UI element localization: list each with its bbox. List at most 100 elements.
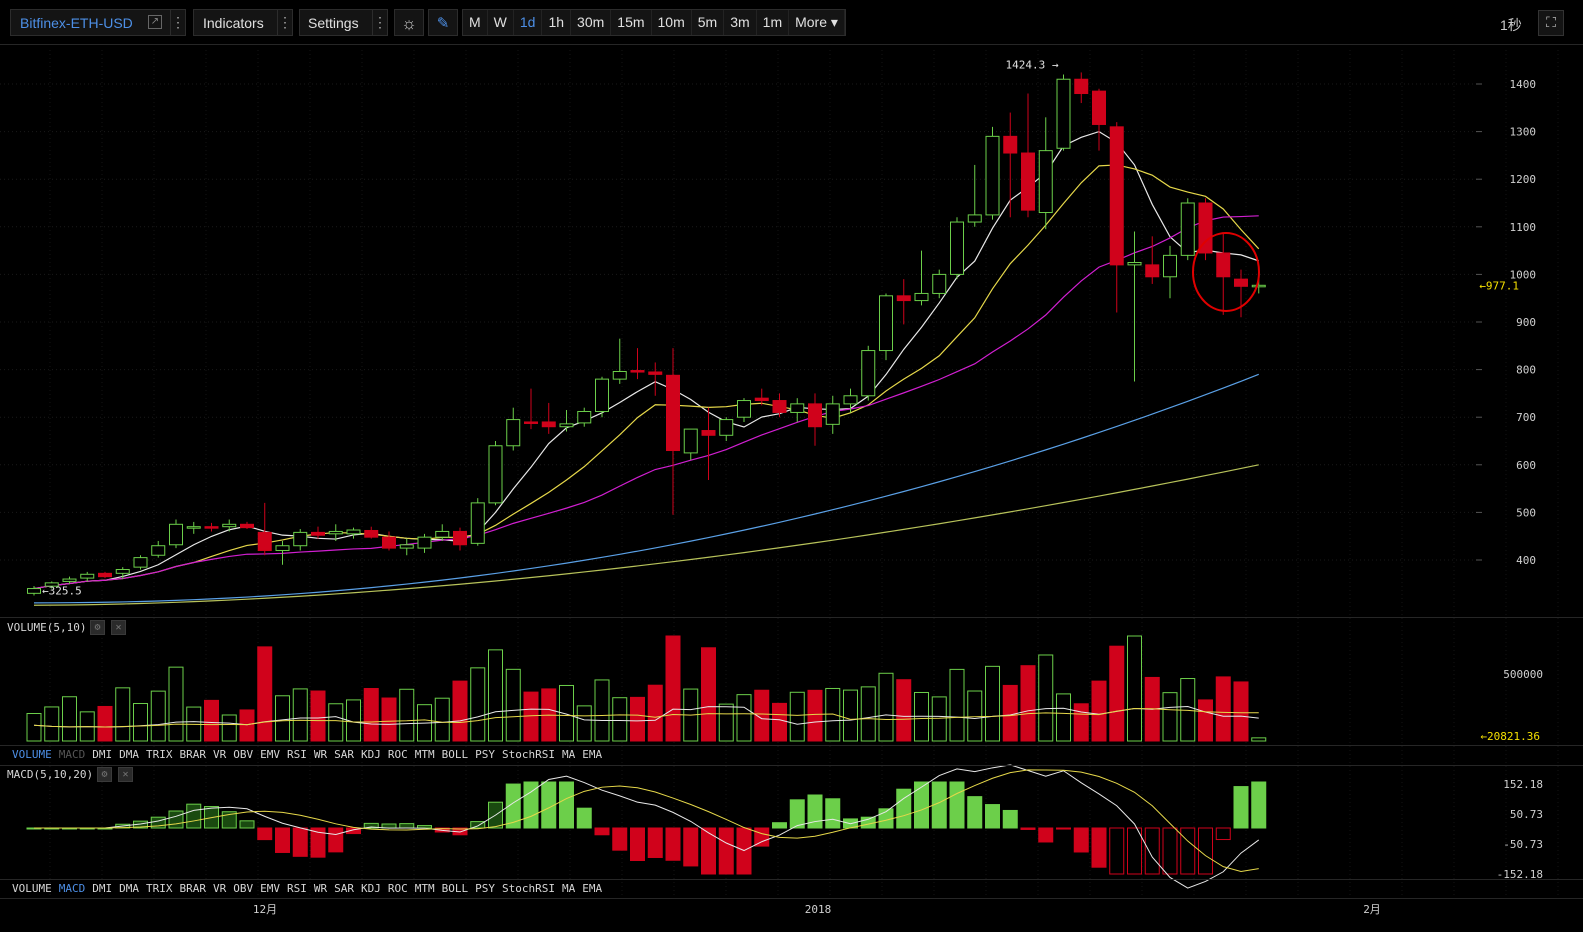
indicators-button[interactable]: Indicators ⋮ bbox=[193, 9, 293, 36]
tab-dmi[interactable]: DMI bbox=[92, 882, 113, 895]
period-m[interactable]: M bbox=[463, 10, 488, 35]
period-3m[interactable]: 3m bbox=[724, 10, 757, 35]
macd-bar bbox=[292, 827, 308, 857]
volume-bar bbox=[1091, 680, 1107, 742]
settings-button[interactable]: Settings ⋮ bbox=[299, 9, 388, 36]
tab-wr[interactable]: WR bbox=[313, 882, 328, 895]
tab-boll[interactable]: BOLL bbox=[441, 748, 469, 761]
symbol-menu-icon[interactable]: ⋮ bbox=[170, 10, 185, 35]
volume-close-icon[interactable]: ✕ bbox=[111, 620, 126, 635]
volume-bar bbox=[896, 679, 912, 742]
tab-ema[interactable]: EMA bbox=[582, 748, 603, 761]
tab-obv[interactable]: OBV bbox=[233, 748, 254, 761]
period-1d[interactable]: 1d bbox=[514, 10, 543, 35]
period-1h[interactable]: 1h bbox=[542, 10, 572, 35]
tab-psy[interactable]: PSY bbox=[475, 748, 495, 761]
draw-tool-button[interactable]: ✎ bbox=[428, 9, 458, 36]
tab-rsi[interactable]: RSI bbox=[287, 748, 307, 761]
tab-volume[interactable]: VOLUME bbox=[12, 748, 52, 761]
tab-kdj[interactable]: KDJ bbox=[361, 882, 381, 895]
tab-roc[interactable]: ROC bbox=[387, 748, 408, 761]
tab-roc[interactable]: ROC bbox=[387, 882, 408, 895]
tab-trix[interactable]: TRIX bbox=[146, 748, 173, 761]
tab-brar[interactable]: BRAR bbox=[179, 882, 207, 895]
tab-stochrsi[interactable]: StochRSI bbox=[502, 882, 555, 895]
macd-axis-label: 152.18 bbox=[1503, 778, 1543, 791]
tab-boll[interactable]: BOLL bbox=[441, 882, 469, 895]
tab-kdj[interactable]: KDJ bbox=[361, 748, 381, 761]
tab-sar[interactable]: SAR bbox=[334, 882, 354, 895]
indicators-menu-icon[interactable]: ⋮ bbox=[277, 10, 292, 35]
settings-menu-icon[interactable]: ⋮ bbox=[372, 10, 387, 35]
theme-toggle-button[interactable]: ☼ bbox=[394, 9, 424, 36]
tab-vr[interactable]: VR bbox=[213, 882, 227, 895]
tab-psy[interactable]: PSY bbox=[475, 882, 495, 895]
fullscreen-icon[interactable]: ⛶ bbox=[1538, 10, 1564, 36]
ma-line-ma20 bbox=[33, 215, 1259, 590]
volume-bar bbox=[221, 714, 237, 742]
volume-bar bbox=[754, 689, 770, 742]
macd-bar bbox=[1198, 827, 1213, 875]
period-30m[interactable]: 30m bbox=[571, 10, 612, 35]
period-more[interactable]: More ▾ bbox=[789, 10, 845, 35]
volume-bar bbox=[62, 696, 77, 742]
tab-volume[interactable]: VOLUME bbox=[12, 882, 52, 895]
tab-wr[interactable]: WR bbox=[313, 748, 328, 761]
popout-icon[interactable]: ↗ bbox=[148, 15, 162, 29]
tab-sar[interactable]: SAR bbox=[334, 748, 354, 761]
period-10m[interactable]: 10m bbox=[652, 10, 692, 35]
tab-trix[interactable]: TRIX bbox=[146, 882, 173, 895]
volume-bar bbox=[26, 713, 42, 742]
macd-settings-icon[interactable]: ⚙ bbox=[97, 767, 112, 782]
tab-ema[interactable]: EMA bbox=[582, 882, 603, 895]
tab-mtm[interactable]: MTM bbox=[414, 748, 435, 761]
tab-obv[interactable]: OBV bbox=[233, 882, 254, 895]
macd-bar bbox=[1109, 827, 1125, 875]
candle-body bbox=[666, 374, 680, 452]
candle-body bbox=[240, 523, 254, 529]
volume-tabs-divider bbox=[0, 745, 1583, 746]
volume-bar bbox=[239, 709, 255, 742]
tab-vr[interactable]: VR bbox=[213, 748, 227, 761]
period-w[interactable]: W bbox=[488, 10, 514, 35]
volume-last-label: ←20821.36 bbox=[1480, 730, 1540, 743]
period-selector: M W 1d 1h 30m 15m 10m 5m 3m 1m More ▾ bbox=[462, 9, 846, 36]
macd-close-icon[interactable]: ✕ bbox=[118, 767, 133, 782]
tab-dma[interactable]: DMA bbox=[119, 748, 139, 761]
candle-body bbox=[488, 445, 503, 504]
symbol-selector[interactable]: Bitfinex-ETH-USD ↗ ⋮ bbox=[10, 9, 186, 36]
macd-axis-label: -152.18 bbox=[1497, 868, 1543, 881]
tab-macd[interactable]: MACD bbox=[58, 882, 86, 895]
y-tick-label: 500 bbox=[1516, 506, 1536, 519]
volume-bar bbox=[204, 699, 219, 742]
macd-bar bbox=[612, 827, 628, 851]
volume-settings-icon[interactable]: ⚙ bbox=[90, 620, 105, 635]
ma-line-ma5 bbox=[33, 130, 1259, 590]
tab-macd[interactable]: MACD bbox=[58, 748, 86, 761]
tab-emv[interactable]: EMV bbox=[260, 748, 280, 761]
tab-mtm[interactable]: MTM bbox=[414, 882, 435, 895]
y-tick-label: 700 bbox=[1516, 411, 1536, 424]
tabs-macd-divider bbox=[0, 765, 1583, 766]
candle-body bbox=[364, 529, 379, 538]
tab-dmi[interactable]: DMI bbox=[92, 748, 113, 761]
macd-tabs-divider bbox=[0, 879, 1583, 880]
period-5m[interactable]: 5m bbox=[692, 10, 725, 35]
tab-dma[interactable]: DMA bbox=[119, 882, 139, 895]
volume-bar bbox=[1109, 645, 1125, 742]
tab-ma[interactable]: MA bbox=[561, 882, 576, 895]
tab-ma[interactable]: MA bbox=[561, 748, 576, 761]
volume-bar bbox=[97, 705, 113, 742]
tab-stochrsi[interactable]: StochRSI bbox=[502, 748, 555, 761]
macd-bar bbox=[257, 827, 273, 841]
x-axis-label: 12月 bbox=[253, 903, 277, 916]
tab-brar[interactable]: BRAR bbox=[179, 748, 207, 761]
macd-bar bbox=[914, 781, 929, 829]
candle-body bbox=[772, 400, 787, 413]
tab-emv[interactable]: EMV bbox=[260, 882, 280, 895]
period-1m[interactable]: 1m bbox=[757, 10, 790, 35]
tab-rsi[interactable]: RSI bbox=[287, 882, 307, 895]
time-label[interactable]: 1秒 bbox=[1500, 17, 1522, 33]
period-15m[interactable]: 15m bbox=[611, 10, 652, 35]
